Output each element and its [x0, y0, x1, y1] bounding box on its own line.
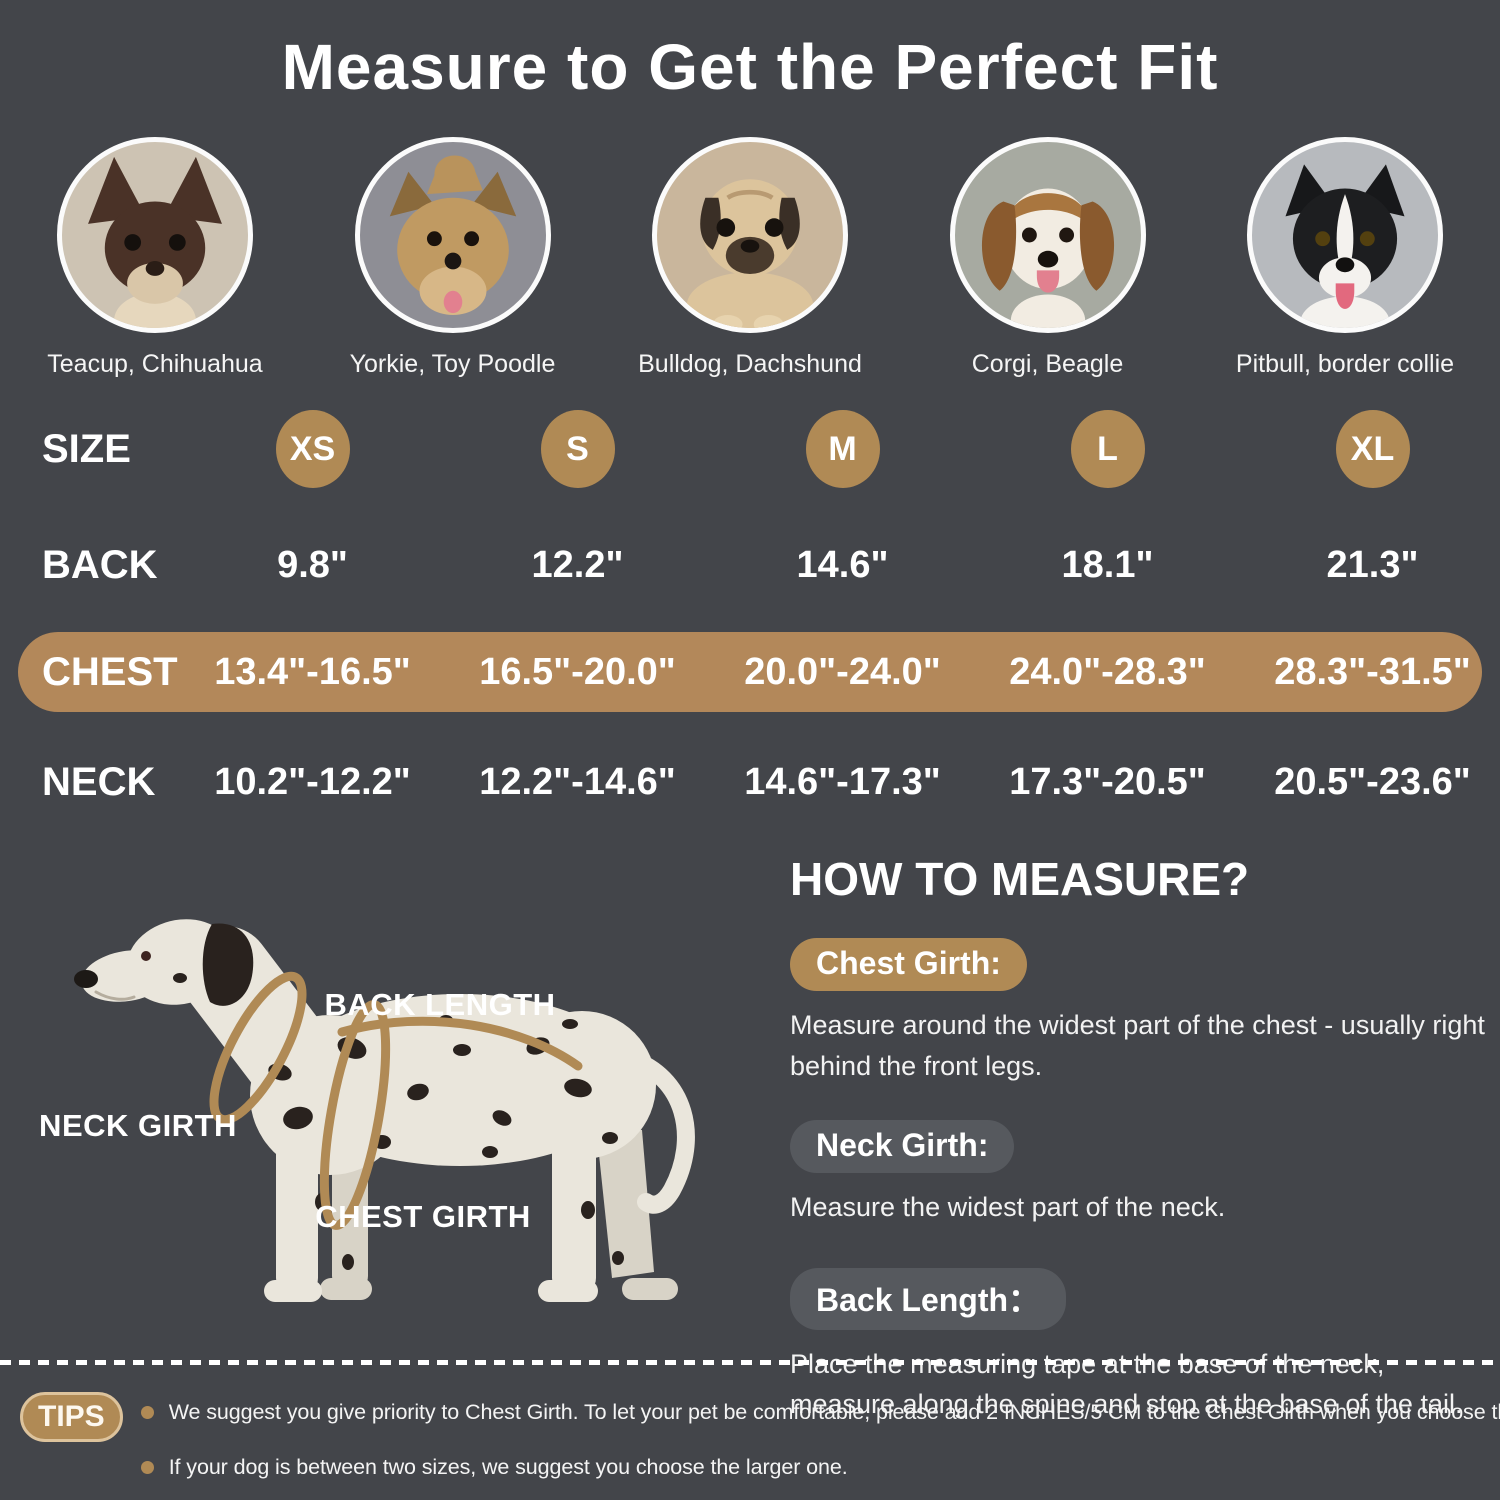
breed-label: Pitbull, border collie	[1235, 350, 1455, 378]
tip-item: If your dog is between two sizes, we sug…	[140, 1455, 1500, 1480]
border-collie-photo	[1247, 137, 1443, 333]
chest-value: 16.5"-20.0"	[479, 650, 676, 693]
back-value: 14.6"	[796, 543, 889, 586]
tip-text: We suggest you give priority to Chest Gi…	[168, 1400, 1500, 1424]
breed-corgi-beagle: Corgi, Beagle	[938, 137, 1158, 379]
breed-teacup-chihuahua: Teacup, Chihuahua	[45, 137, 265, 379]
row-label-back: BACK	[42, 542, 158, 587]
back-length-pill: Back Length：	[790, 1267, 1067, 1330]
chest-girth-label: CHEST GIRTH	[315, 1199, 531, 1234]
back-value: 21.3"	[1326, 543, 1419, 586]
size-table-row-back: BACK 9.8" 12.2" 14.6" 18.1" 21.3"	[30, 542, 1500, 588]
chest-value: 20.0"-24.0"	[744, 650, 941, 693]
chihuahua-photo	[57, 137, 253, 333]
row-label-size: SIZE	[42, 426, 131, 471]
size-cell: XL	[1240, 410, 1500, 488]
size-badge-xl: XL	[1335, 410, 1410, 488]
size-table-row-neck: NECK 10.2"-12.2" 12.2"-14.6" 14.6"-17.3"…	[30, 759, 1500, 805]
row-label-chest: CHEST	[42, 649, 178, 694]
dashed-divider	[0, 1360, 1500, 1365]
breed-photo-row: Teacup, Chihuahua Yorkie, Toy Poodle	[45, 137, 1455, 379]
tips-section: TIPS We suggest you give priority to Che…	[20, 1392, 1500, 1480]
neck-girth-pill: Neck Girth:	[790, 1120, 1015, 1173]
size-badge-m: M	[805, 410, 880, 488]
size-cell: M	[710, 410, 975, 488]
bullet-dot-icon	[140, 1461, 154, 1474]
back-value: 12.2"	[531, 543, 624, 586]
beagle-photo	[949, 137, 1146, 333]
chest-value: 13.4"-16.5"	[214, 650, 411, 693]
breed-label: Corgi, Beagle	[971, 350, 1124, 378]
breed-label: Teacup, Chihuahua	[47, 350, 263, 378]
breed-yorkie-toy-poodle: Yorkie, Toy Poodle	[343, 137, 563, 379]
neck-value: 12.2"-14.6"	[479, 760, 676, 803]
pug-photo	[652, 137, 848, 333]
neck-girth-description: Measure the widest part of the neck.	[790, 1192, 1226, 1222]
neck-value: 14.6"-17.3"	[744, 760, 941, 803]
neck-value: 10.2"-12.2"	[214, 760, 411, 803]
size-cell: S	[445, 410, 710, 488]
neck-value: 20.5"-23.6"	[1274, 760, 1471, 803]
back-length-label: BACK LENGTH	[324, 987, 556, 1022]
neck-value: 17.3"-20.5"	[1009, 760, 1206, 803]
breed-bulldog-dachshund: Bulldog, Dachshund	[638, 137, 862, 379]
size-table-row-chest: CHEST 13.4"-16.5" 16.5"-20.0" 20.0"-24.0…	[30, 632, 1500, 712]
how-to-measure-section: HOW TO MEASURE? Chest Girth: Measure aro…	[790, 852, 1485, 1425]
size-cell: L	[975, 410, 1240, 488]
size-badge-xs: XS	[275, 410, 350, 488]
neck-girth-label: NECK GIRTH	[39, 1108, 237, 1143]
breed-label: Bulldog, Dachshund	[638, 350, 862, 378]
chest-value: 28.3"-31.5"	[1274, 650, 1471, 693]
tip-item: We suggest you give priority to Chest Gi…	[140, 1400, 1500, 1425]
measuring-diagram: BACK LENGTH NECK GIRTH CHEST GIRTH	[30, 880, 730, 1340]
page-title: Measure to Get the Perfect Fit	[281, 31, 1219, 103]
bullet-dot-icon	[140, 1406, 154, 1419]
measuring-tape-marks	[209, 971, 583, 1230]
size-badge-s: S	[540, 410, 615, 488]
dalmatian-illustration	[74, 919, 695, 1302]
size-table-row-size: SIZE XS S M L XL	[30, 410, 1500, 488]
yorkie-photo	[354, 137, 551, 333]
chest-value: 24.0"-28.3"	[1009, 650, 1206, 693]
breed-label: Yorkie, Toy Poodle	[349, 350, 556, 378]
chest-row-highlight	[18, 632, 1482, 712]
chest-girth-description: Measure around the widest part of the ch…	[790, 1010, 1485, 1081]
tips-badge: TIPS	[20, 1392, 123, 1442]
tips-list: We suggest you give priority to Chest Gi…	[140, 1392, 1500, 1480]
back-value: 18.1"	[1061, 543, 1154, 586]
back-value: 9.8"	[277, 543, 348, 586]
row-label-neck: NECK	[42, 759, 156, 804]
size-badge-l: L	[1070, 410, 1145, 488]
how-to-measure-heading: HOW TO MEASURE?	[790, 853, 1250, 905]
tip-text: If your dog is between two sizes, we sug…	[168, 1455, 848, 1479]
breed-pitbull-border-collie: Pitbull, border collie	[1235, 137, 1455, 379]
size-cell: XS	[180, 410, 445, 488]
chest-girth-pill: Chest Girth:	[790, 938, 1027, 991]
